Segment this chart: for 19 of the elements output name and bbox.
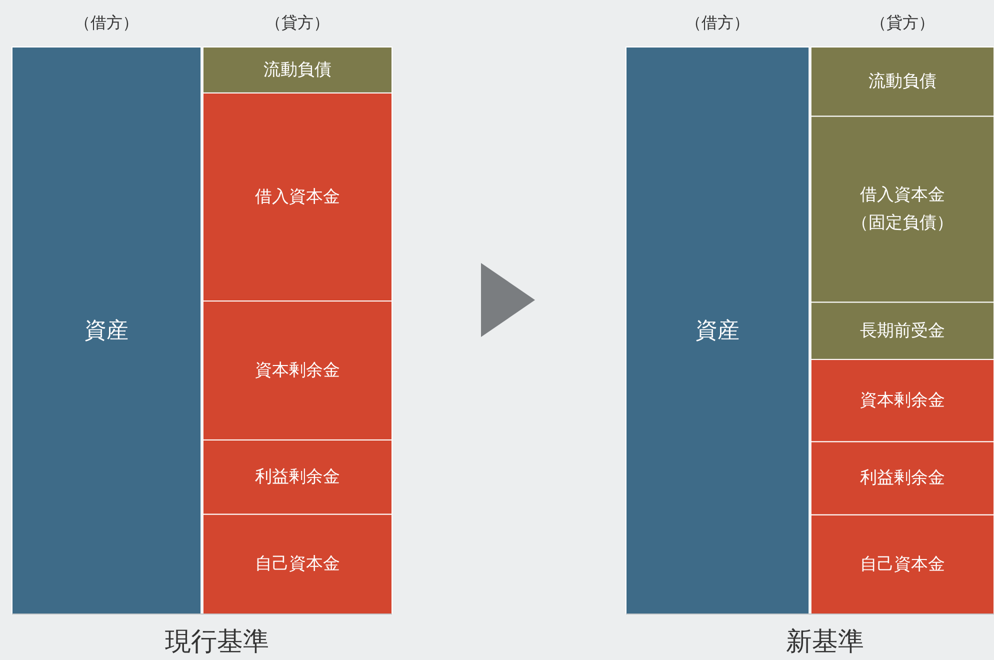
series-label: 資本剰余金 <box>860 390 945 411</box>
series-label: 自己資本金 <box>860 554 945 574</box>
series-label: 借入資本金 <box>254 186 340 207</box>
series-label: 自己資本金 <box>254 554 340 574</box>
text: 新基準 <box>786 627 864 657</box>
series-label: 資産 <box>84 318 129 343</box>
text: 現行基準 <box>165 627 269 657</box>
series-label: 資本剰余金 <box>254 360 340 380</box>
x-tick-label: （借方） <box>74 13 139 32</box>
x-tick-label: （貸方） <box>870 13 934 32</box>
series-label: 流動負債 <box>868 72 936 92</box>
x-tick-label: （貸方） <box>265 13 330 32</box>
series-label: 資産 <box>696 318 740 343</box>
series-label: 借入資本金（固定負債） <box>851 185 954 234</box>
x-tick-label: （借方） <box>686 13 750 32</box>
series-label: 利益剰余金 <box>860 468 945 488</box>
series-label: 利益剰余金 <box>254 467 340 488</box>
series-label: 流動負債 <box>263 60 332 80</box>
series-label: 長期前受金 <box>860 320 945 341</box>
